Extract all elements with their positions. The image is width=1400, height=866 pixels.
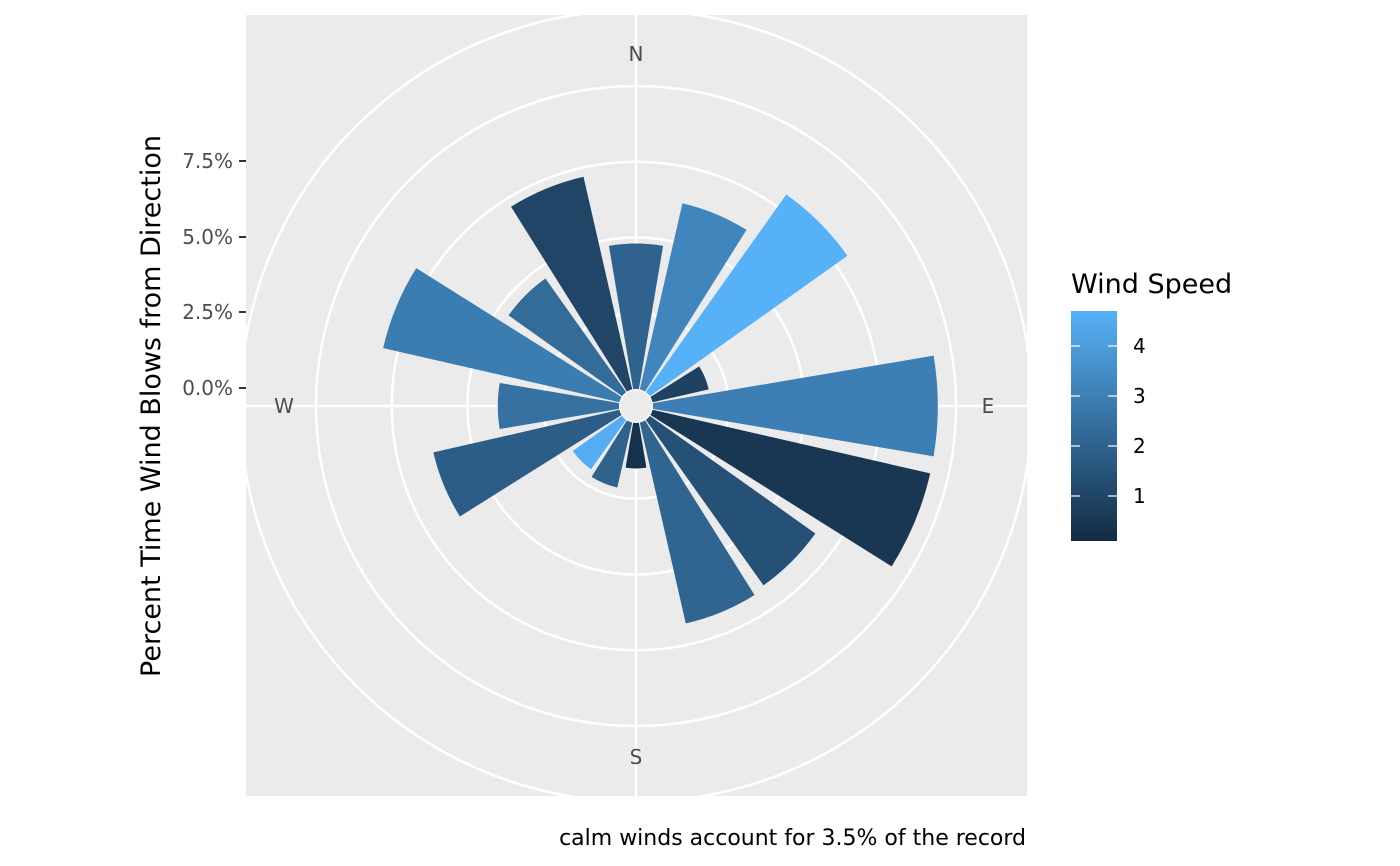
legend-colorbar	[1071, 311, 1117, 541]
y-tick-label: 5.0%	[182, 225, 233, 249]
y-tick-label: 7.5%	[182, 149, 233, 173]
legend-title: Wind Speed	[1071, 269, 1232, 300]
wind-bar	[591, 420, 633, 488]
legend: Wind Speed 4 3 2 1	[1071, 269, 1232, 541]
legend-label: 3	[1133, 384, 1146, 408]
caption: calm winds account for 3.5% of the recor…	[559, 826, 1026, 851]
wind-bar	[645, 415, 816, 586]
direction-label: W	[274, 394, 294, 418]
legend-label: 2	[1133, 434, 1146, 458]
wind-bar	[625, 422, 647, 469]
direction-label: N	[629, 42, 644, 66]
wind-bar	[608, 243, 664, 390]
wind-bar	[433, 409, 622, 517]
direction-labels: N E S W	[274, 42, 994, 769]
y-tick-label: 2.5%	[182, 300, 233, 324]
wind-bar	[383, 268, 622, 403]
wind-bar	[650, 366, 709, 403]
legend-label: 4	[1133, 334, 1146, 358]
wind-bar	[497, 382, 620, 430]
wind-bar	[508, 278, 627, 397]
wind-bar	[645, 194, 848, 397]
legend-label: 1	[1133, 484, 1146, 508]
y-axis-title: Percent Time Wind Blows from Direction	[136, 135, 167, 677]
wind-bar	[639, 420, 755, 624]
bars	[383, 176, 938, 624]
wind-bar	[652, 355, 938, 457]
wind-bar	[639, 203, 747, 392]
wind-bar	[650, 409, 931, 567]
direction-label: E	[982, 394, 995, 418]
y-tick-label: 0.0%	[182, 376, 233, 400]
y-axis: 0.0% 2.5% 5.0% 7.5%	[182, 149, 246, 400]
wind-bar	[511, 176, 633, 392]
direction-label: S	[630, 745, 643, 769]
wind-bar	[572, 415, 627, 470]
